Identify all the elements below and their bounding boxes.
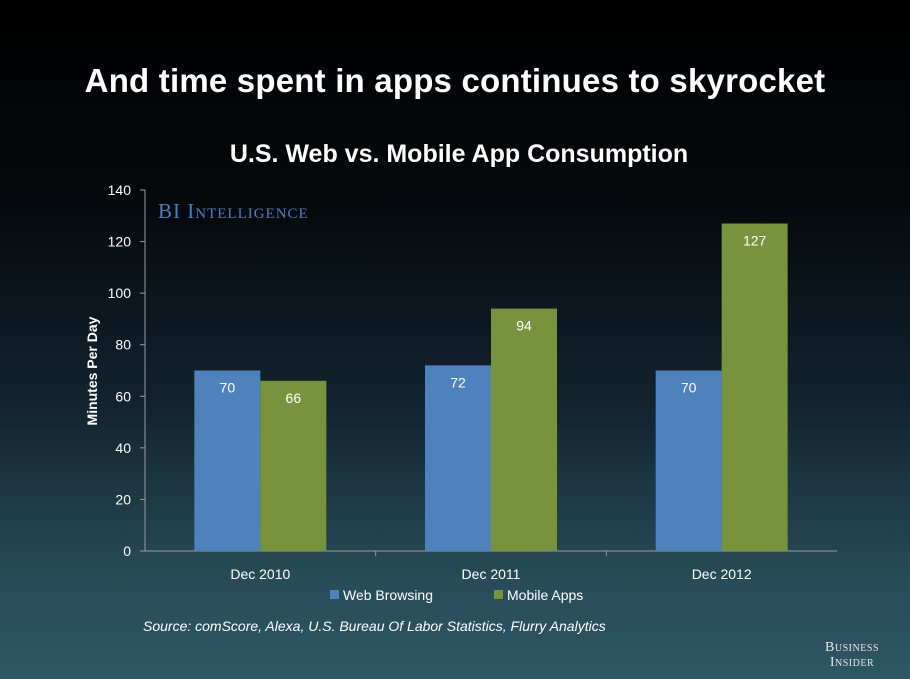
chart-title: U.S. Web vs. Mobile App Consumption (229, 140, 689, 168)
y-tick-label: 100 (108, 285, 132, 301)
x-tick-label: Dec 2010 (230, 566, 290, 582)
y-tick-label: 80 (115, 337, 131, 353)
y-tick-label: 0 (123, 543, 131, 559)
source-note: Source: comScore, Alexa, U.S. Bureau Of … (143, 618, 606, 634)
logo-line-2: Insider (829, 655, 875, 670)
x-tick-label: Dec 2012 (692, 566, 752, 582)
y-tick-label: 120 (108, 234, 132, 250)
y-tick-label: 60 (115, 388, 131, 404)
bar-mobile-apps (491, 308, 557, 551)
y-axis-label: Minutes Per Day (84, 316, 100, 425)
y-tick-label: 140 (108, 182, 132, 198)
business-insider-logo: Business Insider (812, 640, 892, 670)
legend-label: Web Browsing (343, 587, 433, 603)
bi-intelligence-watermark: BI Intelligence (158, 199, 309, 223)
bar-web-browsing (194, 370, 261, 551)
legend-swatch (494, 590, 503, 599)
bar-mobile-apps (260, 380, 327, 551)
bar-web-browsing (655, 370, 722, 551)
y-tick-label: 40 (115, 440, 131, 456)
slide-title: And time spent in apps continues to skyr… (84, 62, 826, 99)
y-tick-label: 20 (115, 491, 131, 507)
legend-swatch (330, 590, 339, 599)
bar-mobile-apps (721, 223, 788, 551)
bar-web-browsing (425, 365, 491, 551)
data-label: 94 (516, 318, 532, 334)
data-label: 72 (450, 374, 466, 390)
data-label: 127 (743, 233, 767, 249)
data-label: 66 (286, 390, 302, 406)
logo-line-1: Business (825, 640, 879, 655)
legend-label: Mobile Apps (507, 587, 583, 603)
data-label: 70 (681, 380, 697, 396)
data-label: 70 (220, 380, 236, 396)
x-tick-label: Dec 2011 (462, 566, 521, 582)
